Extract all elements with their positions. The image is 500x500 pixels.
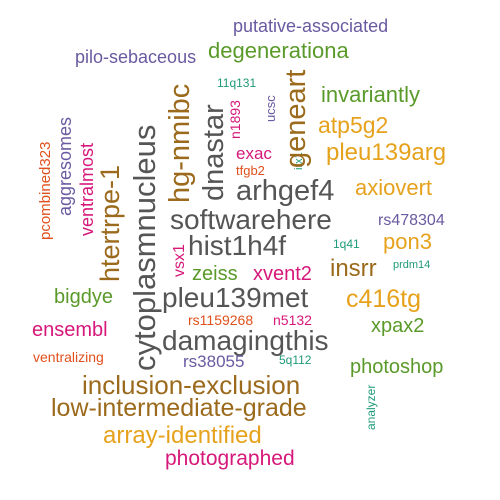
word-putative-associated: putative-associated — [233, 17, 388, 35]
word-insrr: insrr — [330, 257, 377, 281]
word-geneart: geneart — [282, 70, 311, 168]
word-photographed: photographed — [165, 448, 295, 469]
word-5q112: 5q112 — [279, 354, 311, 366]
word-hg-nmibc: hg-nmibc — [166, 84, 195, 203]
word-htertrpe-1: htertrpe-1 — [97, 165, 124, 282]
word-atp5g2: atp5g2 — [318, 114, 388, 137]
word-photoshop: photoshop — [350, 357, 443, 377]
word-prdm14: prdm14 — [393, 260, 430, 271]
word-invariantly: invariantly — [321, 84, 420, 106]
word-n1893: n1893 — [228, 100, 242, 139]
word-c416tg: c416tg — [346, 287, 421, 312]
word-11q131: 11q131 — [217, 77, 256, 89]
word-pleu139arg: pleu139arg — [326, 141, 446, 165]
word-damagingthis: damagingthis — [162, 327, 329, 355]
word-ventralmost: ventralmost — [78, 143, 96, 236]
word-vsx1: vsx1 — [172, 244, 188, 277]
word-aggresomes: aggresomes — [56, 117, 74, 216]
word-pon3: pon3 — [383, 231, 432, 253]
word-xpax2: xpax2 — [371, 316, 424, 336]
word-array-identified: array-identified — [103, 424, 262, 448]
word-exac: exac — [236, 145, 272, 162]
word-1q41: 1q41 — [333, 238, 360, 250]
word-cytoplasmnucleus: cytoplasmnucleus — [129, 125, 160, 371]
word-dnastar: dnastar — [200, 104, 229, 201]
word-degenerationa: degenerationa — [208, 40, 349, 62]
word-xvent2: xvent2 — [253, 264, 312, 284]
word-analyzer: analyzer — [365, 385, 377, 430]
word-arhgef4: arhgef4 — [236, 177, 334, 206]
word-rs38055: rs38055 — [183, 353, 244, 370]
word-ensembl: ensembl — [32, 320, 108, 340]
word-ucsc: ucsc — [264, 95, 277, 122]
word-ventralizing: ventralizing — [33, 350, 104, 364]
word-pcombined323: pcombined323 — [38, 142, 53, 240]
word-low-intermediate-grade: low-intermediate-grade — [51, 396, 307, 421]
word-zeiss: zeiss — [192, 264, 238, 284]
word-pleu139met: pleu139met — [162, 284, 308, 312]
word-bigdye: bigdye — [54, 287, 113, 307]
word-axiovert: axiovert — [355, 177, 432, 199]
word-hist1h4f: hist1h4f — [188, 232, 286, 260]
word-pilo-sebaceous: pilo-sebaceous — [75, 48, 196, 66]
word-rs478304: rs478304 — [378, 213, 445, 229]
